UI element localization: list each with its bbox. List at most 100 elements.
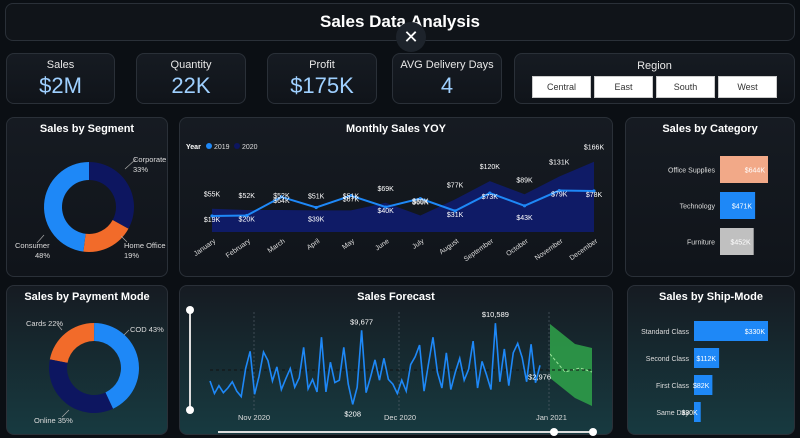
forecast-vslider-handle-top[interactable] [186,306,194,314]
slice-online [48,359,114,413]
kpi-sales-card: Sales $2M [6,53,115,104]
category-panel: Sales by Category Office Supplies $644K Te… [625,117,795,277]
label-2020-1: $20K [239,217,256,224]
payment-label-cards: Cards 22% [26,319,63,328]
kpi-quantity-value: 22K [171,72,211,98]
bar-value-0: $330K [745,329,766,336]
month-label-2: March [267,238,287,255]
label-2019-7: $77K [447,182,464,189]
segment-label-homeoffice: Home Office [124,241,166,250]
month-label-4: May [341,238,356,252]
label-2019-2: $52K [273,193,290,200]
label-2019-5: $69K [377,186,394,193]
label-2019-3: $51K [308,193,325,200]
slice-corporate [89,162,134,229]
label-2019-1: $52K [239,193,256,200]
bar-label-0: Office Supplies [668,168,715,175]
bar-label-2: First Class [656,383,690,390]
label-2020-6: $60K [412,200,429,207]
label-2020-5: $40K [377,208,394,215]
kpi-profit-card: Profit $175K [267,53,377,104]
kpi-sales-value: $2M [39,72,82,98]
label-2020-8: $73K [482,194,499,201]
forecast-hslider-handle-right[interactable] [589,428,597,436]
point-2020-0 [210,214,214,218]
slice-cards [49,323,95,363]
monthly-chart: Year 2019 2020 $55K$19K$52K$20K$52K$64K$… [186,143,605,263]
region-button-east[interactable]: East [594,76,653,98]
label-2020-4: $67K [343,197,360,204]
close-icon: ✕ [403,26,419,47]
bar-label-3: Same Day [656,410,689,417]
kpi-sales-label: Sales [46,58,75,71]
month-label-1: February [225,238,252,260]
bar-value-1: $471K [732,204,753,211]
month-label-6: July [411,238,426,251]
segment-pct-consumer: 48% [35,251,50,260]
bar-label-1: Technology [680,204,716,211]
segment-label-corporate: Corporate [133,155,166,164]
label-2020-11: $78K [586,192,603,199]
monthly-title: Monthly Sales YOY [345,123,447,135]
bar-value-1: $112K [696,356,716,363]
point-2020-10 [557,188,561,193]
payment-label-cod: COD 43% [130,325,164,334]
page-title: Sales Data Analysis [319,12,480,31]
bar-value-2: $452K [730,240,751,247]
segment-pct-homeoffice: 19% [124,251,139,260]
month-label-11: December [569,238,600,263]
bar-2 [694,375,713,395]
bar-label-1: Second Class [646,356,690,363]
forecast-annotation-1: $208 [344,409,361,418]
region-button-west[interactable]: West [718,76,777,98]
month-label-7: August [438,238,460,256]
category-title: Sales by Category [662,123,758,135]
point-2020-3 [314,205,318,210]
segment-title: Sales by Segment [39,123,135,135]
point-2020-6 [418,196,422,201]
point-2020-8 [488,191,492,195]
payment-title: Sales by Payment Mode [24,291,150,303]
label-2019-11: $166K [584,145,605,152]
slice-cod [94,323,139,409]
shipmode-title: Sales by Ship-Mode [659,291,763,303]
bar-1 [694,348,720,368]
bar-value-2: $82K [693,383,710,390]
region-button-central[interactable]: Central [532,76,591,98]
kpi-delivery-value: 4 [440,72,454,98]
bar-0 [720,156,768,183]
month-label-3: April [306,238,322,252]
label-2019-10: $131K [549,160,570,167]
legend-2019-swatch [206,143,212,149]
label-2020-7: $31K [447,212,464,219]
actual-sales-line [209,323,541,405]
label-2020-3: $39K [308,216,325,223]
bar-2 [720,228,754,255]
line-2020 [211,189,595,217]
bar-value-3: $30K [681,410,698,417]
forecast-vslider-handle-bottom[interactable] [186,406,194,414]
monthly-legend-2020: 2020 [242,144,258,151]
kpi-delivery-card: AVG Delivery Days 4 [392,53,502,104]
label-2019-9: $89K [516,177,533,184]
area-2019 [212,161,594,232]
region-button-south[interactable]: South [656,76,715,98]
shipmode-bar-chart: Standard Class $330K Second Class $112K Firs… [641,321,768,422]
label-2020-9: $43K [516,215,533,222]
forecast-hslider-handle-left[interactable] [550,428,558,436]
segment-donut-chart: Corporate 33% Home Office 19% Consumer 4… [15,155,166,260]
segment-label-consumer: Consumer [15,241,50,250]
forecast-annotation-3: $2,976 [528,373,551,382]
kpi-delivery-label: AVG Delivery Days [400,58,494,71]
monthly-legend-2019: 2019 [214,144,230,151]
forecast-axis-dec: Dec 2020 [384,413,416,422]
forecast-axis-jan: Jan 2021 [536,413,567,422]
payment-donut-chart: Cards 22% COD 43% Online 35% [26,319,164,425]
label-2019-0: $55K [204,192,221,199]
point-2020-5 [384,205,388,209]
close-button[interactable]: ✕ [396,22,426,52]
label-2019-4: $51K [343,193,360,200]
point-2020-11 [592,189,596,193]
month-label-5: June [374,238,391,253]
forecast-title: Sales Forecast [357,291,435,303]
